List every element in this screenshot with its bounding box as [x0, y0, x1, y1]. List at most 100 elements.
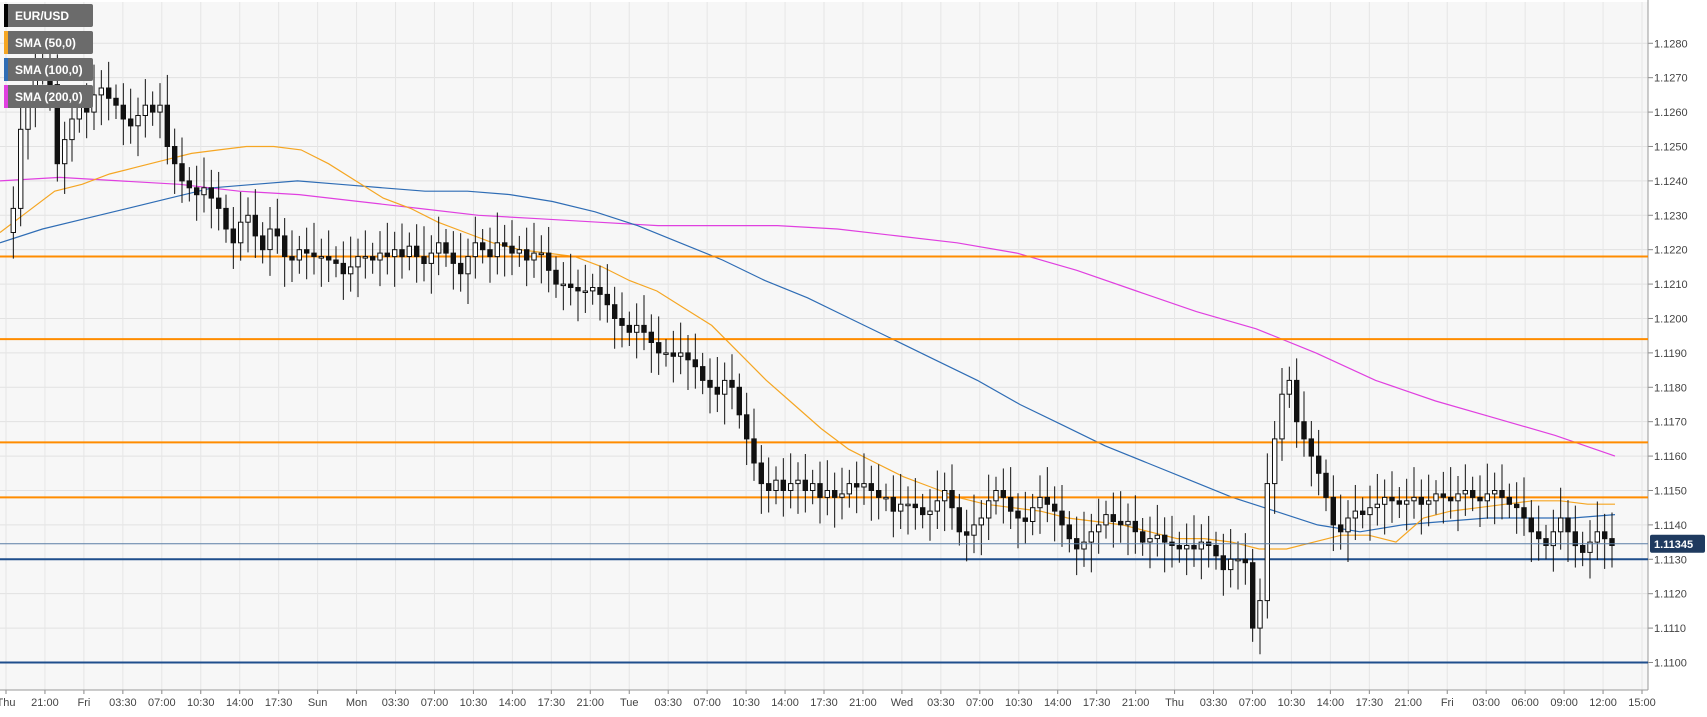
x-tick-label: 14:00	[771, 697, 799, 709]
legend-item-sma100[interactable]: SMA (100,0)	[4, 58, 93, 81]
candle-body	[1220, 555, 1226, 571]
candle-body	[1110, 514, 1116, 522]
x-tick-label: 21:00	[849, 697, 877, 709]
candle-body	[98, 87, 104, 96]
candle-body	[1433, 493, 1439, 502]
candle-body	[472, 242, 479, 258]
candle-body	[54, 84, 60, 165]
y-tick-label: 1.1160	[1654, 451, 1687, 463]
candle-body	[1118, 520, 1124, 526]
candle-body	[318, 256, 325, 259]
candle-body	[252, 214, 259, 237]
candle-body	[1484, 493, 1490, 502]
y-tick-label: 1.1200	[1654, 313, 1688, 325]
candle-body	[399, 249, 405, 258]
candle-body	[1000, 490, 1006, 498]
candle-body	[348, 266, 354, 275]
x-tick-label: 07:00	[693, 697, 721, 709]
x-tick-label: Tue	[620, 697, 639, 709]
candle-body	[788, 483, 794, 492]
x-tick-label: 17:30	[810, 697, 838, 709]
candle-body	[1096, 524, 1102, 533]
legend-item-sma200[interactable]: SMA (200,0)	[4, 85, 93, 108]
candle-body	[949, 490, 955, 509]
candle-body	[267, 228, 273, 251]
candle-body	[406, 245, 413, 257]
candle-body	[1396, 500, 1402, 505]
candle-body	[1404, 500, 1410, 505]
x-tick-label: 21:00	[577, 697, 605, 709]
y-tick-label: 1.1140	[1654, 520, 1687, 532]
y-tick-label: 1.1250	[1654, 141, 1688, 153]
legend-swatch-sma50	[4, 31, 8, 54]
candle-body	[1015, 510, 1021, 519]
candle-body	[575, 287, 581, 292]
candle-body	[1418, 496, 1424, 505]
x-tick-label: 03:30	[927, 697, 955, 709]
candle-body	[172, 146, 178, 165]
candle-body	[1088, 531, 1094, 543]
legend-item-symbol[interactable]: EUR/USD	[4, 4, 93, 27]
candle-body	[971, 524, 977, 536]
x-tick-label: 07:00	[421, 697, 449, 709]
candle-body	[1352, 510, 1358, 519]
candle-body	[1411, 496, 1417, 502]
candle-body	[634, 324, 640, 333]
candle-body	[1228, 558, 1234, 571]
candle-body	[113, 97, 119, 106]
x-tick-label: Thu	[0, 697, 15, 709]
candle-body	[1323, 472, 1329, 498]
candle-body	[120, 104, 126, 120]
candle-body	[1389, 496, 1395, 502]
candle-body	[135, 115, 141, 127]
candle-body	[802, 479, 808, 492]
candle-body	[1294, 379, 1300, 423]
sma200-line	[0, 176, 1616, 457]
candle-body	[898, 503, 904, 512]
candle-body	[1308, 438, 1314, 457]
candle-body	[920, 507, 926, 516]
x-tick-label: Thu	[1165, 697, 1184, 709]
candle-body	[538, 252, 544, 256]
candle-body	[1492, 490, 1498, 495]
candle-body	[1374, 503, 1380, 509]
candle-body	[1279, 393, 1285, 440]
x-tick-label: 07:00	[148, 697, 176, 709]
candle-body	[1528, 517, 1534, 533]
candle-body	[289, 256, 295, 261]
candle-body	[656, 342, 662, 354]
legend-item-sma50[interactable]: SMA (50,0)	[4, 31, 93, 54]
candle-body	[414, 245, 420, 257]
candle-body	[1250, 562, 1256, 629]
candle-body	[1059, 510, 1065, 526]
candle-body	[810, 483, 816, 492]
legend-swatch-sma100	[4, 58, 8, 81]
candle-body	[223, 207, 229, 230]
y-tick-label: 1.1150	[1654, 485, 1687, 497]
candle-body	[333, 259, 339, 264]
candle-body	[1565, 517, 1571, 533]
candle-body	[1440, 493, 1446, 498]
x-tick-label: 21:00	[1395, 697, 1423, 709]
candle-body	[1345, 517, 1351, 533]
candle-body	[1536, 531, 1542, 540]
candle-body	[465, 256, 471, 275]
candle-body	[340, 262, 347, 275]
x-tick-label: Sun	[308, 697, 328, 709]
candle-body	[964, 531, 970, 536]
candle-body	[648, 331, 654, 344]
candle-body	[817, 483, 823, 498]
candle-body	[1506, 496, 1512, 505]
candle-body	[1257, 600, 1263, 629]
candle-body	[751, 438, 757, 464]
candle-body	[524, 249, 530, 261]
candle-body	[311, 252, 317, 258]
candle-body	[604, 293, 610, 306]
candle-body	[707, 379, 713, 388]
candle-body	[1477, 496, 1483, 502]
x-tick-label: 17:30	[265, 697, 293, 709]
x-tick-label: 10:30	[732, 697, 760, 709]
candle-body	[1470, 490, 1476, 498]
